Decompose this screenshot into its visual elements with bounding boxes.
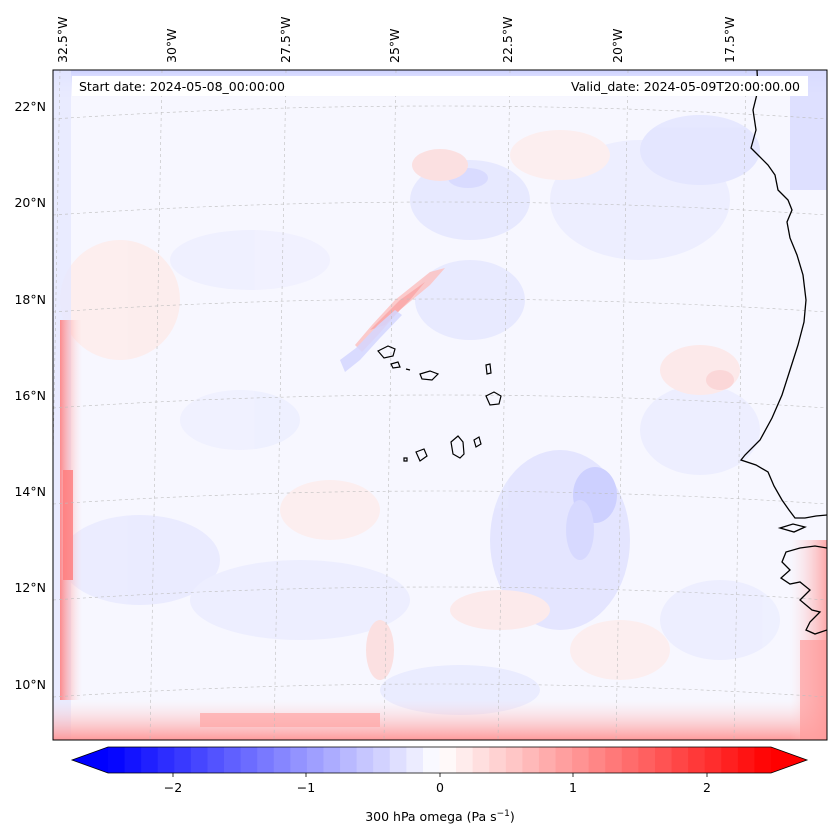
colorbar-label: 300 hPa omega (Pa s−1) (365, 809, 515, 824)
colorbar-step (505, 747, 523, 773)
cape-verde-islands (377, 345, 502, 462)
colorbar-step (340, 747, 358, 773)
parallel-line (53, 105, 827, 120)
colorbar-step (671, 747, 689, 773)
omega-diagonal-band (340, 268, 445, 372)
longitude-labels: 32.5°W 30°W 27.5°W 25°W 22.5°W 20°W 17.5… (55, 17, 737, 63)
colorbar-ticks (172, 773, 708, 777)
colorbar-steps (108, 747, 772, 773)
colorbar-step (356, 747, 374, 773)
latitude-labels: 22°N 20°N 18°N 16°N 14°N 12°N 10°N (14, 99, 46, 692)
colorbar-step (555, 747, 573, 773)
parallel-line (53, 490, 827, 505)
colorbar-step (472, 747, 490, 773)
meridian-line (497, 70, 511, 740)
parallel-line (53, 586, 827, 601)
colorbar-step (737, 747, 756, 773)
lon-label-17-5w: 17.5°W (722, 17, 737, 63)
colorbar-step (157, 747, 175, 773)
bottom-edge-red (53, 700, 827, 740)
parallel-line (53, 394, 827, 409)
colorbar-tick-neg2: −2 (164, 780, 182, 795)
colorbar-step (273, 747, 291, 773)
colorbar-label-end: ) (510, 809, 515, 824)
colorbar-step (489, 747, 507, 773)
colorbar-step (721, 747, 739, 773)
colorbar-step (704, 747, 722, 773)
colorbar-step (373, 747, 391, 773)
lon-label-22-5w: 22.5°W (500, 17, 515, 63)
meridian-line (273, 70, 287, 740)
colorbar-step (572, 747, 590, 773)
colorbar-max-extend (771, 747, 807, 773)
colorbar-step (141, 747, 159, 773)
colorbar-step (538, 747, 557, 773)
colorbar-step (389, 747, 407, 773)
colorbar-step (638, 747, 656, 773)
colorbar-step (422, 747, 441, 773)
colorbar-step (456, 747, 474, 773)
lat-label-20n: 20°N (14, 195, 46, 210)
colorbar-step (224, 747, 242, 773)
meridian-line (149, 70, 163, 740)
colorbar-step (406, 747, 424, 773)
omega-field-patches (60, 115, 780, 715)
coast-gambia-guinea (779, 545, 827, 635)
omega-field-map (53, 70, 827, 740)
meridian-line (615, 70, 629, 740)
date-info-box: Start date: 2024-05-08_00:00:00 Valid_da… (72, 76, 808, 96)
lat-label-14n: 14°N (14, 484, 46, 499)
lon-label-32-5w: 32.5°W (55, 17, 70, 63)
colorbar-tick-0: 0 (436, 780, 444, 795)
colorbar-min-extend (72, 747, 108, 773)
colorbar-step (323, 747, 341, 773)
colorbar-step (654, 747, 673, 773)
start-date-text: Start date: 2024-05-08_00:00:00 (79, 79, 285, 94)
map-frame (52, 69, 828, 741)
colorbar-label-sup: −1 (497, 809, 510, 819)
meridian-line (733, 70, 747, 740)
lat-label-18n: 18°N (14, 292, 46, 307)
colorbar-step (306, 747, 325, 773)
lon-label-30w: 30°W (164, 28, 179, 63)
coastlines (739, 70, 827, 635)
meridian-line (383, 70, 397, 740)
colorbar-step (522, 747, 540, 773)
colorbar-step (174, 747, 192, 773)
colorbar-step (207, 747, 225, 773)
parallel-line (53, 683, 827, 698)
parallel-line (53, 201, 827, 216)
colorbar-label-main: 300 hPa omega (Pa s (365, 809, 496, 824)
colorbar-step (290, 747, 308, 773)
colorbar-tick-2: 2 (703, 780, 711, 795)
colorbar-step (124, 747, 142, 773)
colorbar-step (108, 747, 126, 773)
lon-label-27-5w: 27.5°W (278, 17, 293, 63)
colorbar-step (605, 747, 623, 773)
valid-date-text: Valid_date: 2024-05-09T20:00:00.00 (571, 79, 800, 94)
african-coastline (739, 70, 827, 519)
lat-label-22n: 22°N (14, 99, 46, 114)
colorbar-step (588, 747, 606, 773)
colorbar: −2 −1 0 1 2 300 hPa omega (Pa s−1) (70, 746, 809, 824)
colorbar-step (240, 747, 258, 773)
colorbar-tick-1: 1 (569, 780, 577, 795)
colorbar-step (257, 747, 275, 773)
lon-label-25w: 25°W (387, 28, 402, 63)
colorbar-outline (70, 746, 809, 774)
parallel-line (53, 298, 827, 313)
colorbar-step (439, 747, 457, 773)
colorbar-step (621, 747, 639, 773)
colorbar-step (754, 747, 772, 773)
lat-label-12n: 12°N (14, 580, 46, 595)
graticule-lines (53, 70, 827, 740)
lat-label-10n: 10°N (14, 677, 46, 692)
lon-label-20w: 20°W (610, 28, 625, 63)
colorbar-step (190, 747, 209, 773)
colorbar-tick-neg1: −1 (297, 780, 315, 795)
lat-label-16n: 16°N (14, 388, 46, 403)
colorbar-step (688, 747, 706, 773)
